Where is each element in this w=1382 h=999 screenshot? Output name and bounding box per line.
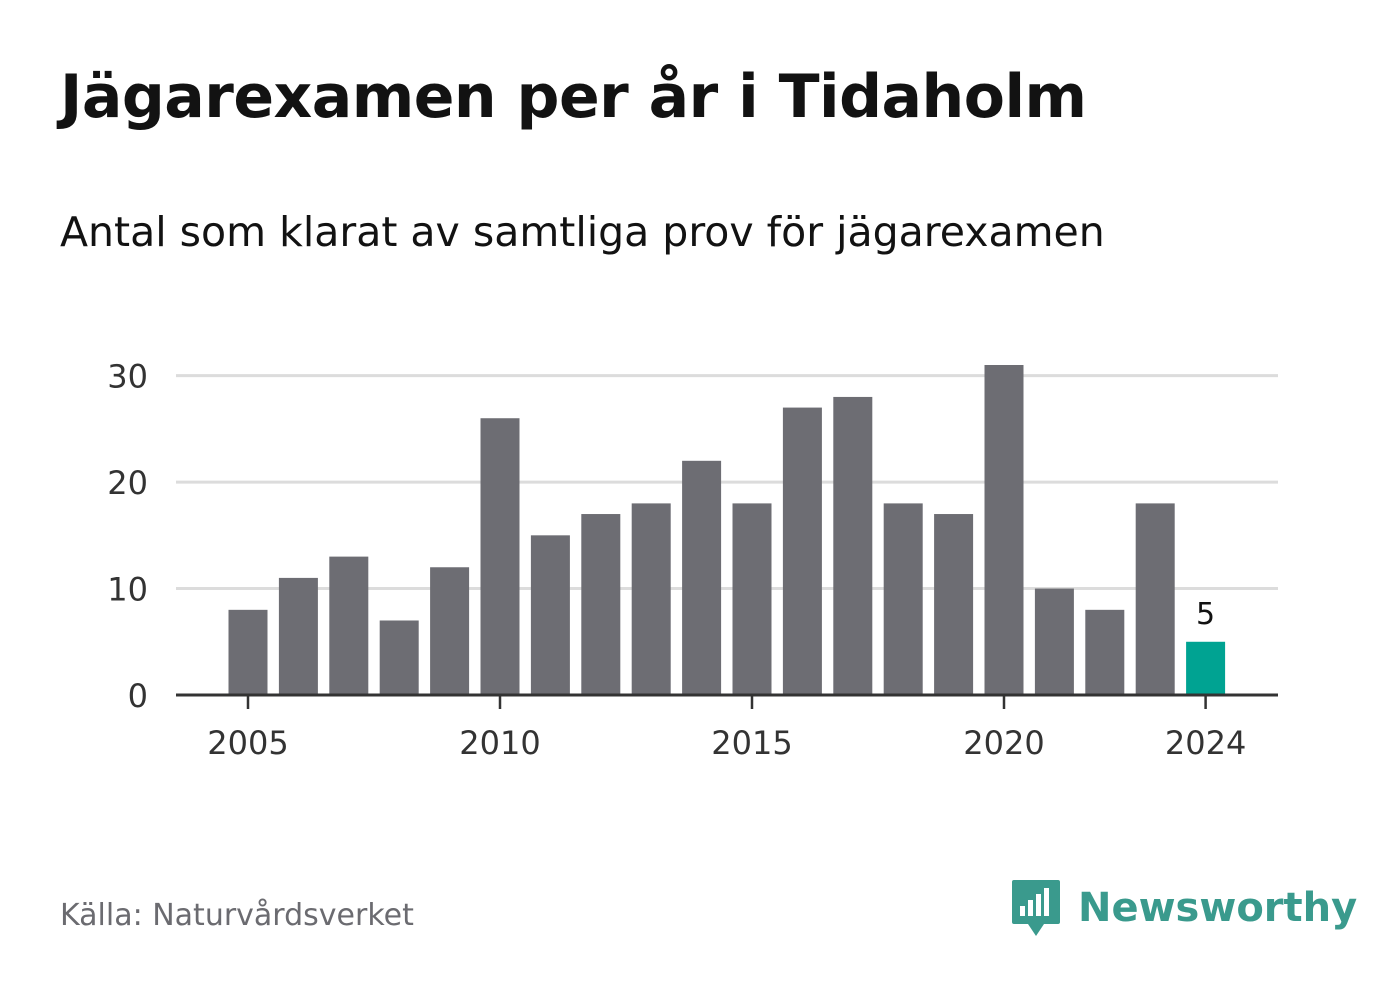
y-tick-label: 20 [107,464,148,502]
bar [1135,503,1175,695]
x-axis-labels: 2005 2010 2015 2020 2024 [207,724,1246,762]
bar [984,365,1024,695]
x-tick-label: 2010 [459,724,540,762]
x-tick-label: 2005 [207,724,288,762]
bar [1034,588,1074,695]
bar [782,407,822,695]
bar [379,620,419,695]
x-tick-label: 2020 [963,724,1044,762]
x-axis-ticks [246,695,1207,709]
bar [1186,641,1226,695]
data-labels: 5 [1196,597,1215,632]
bar [833,396,873,695]
bar [883,503,923,695]
bars [228,365,1226,695]
y-tick-label: 30 [107,358,148,396]
brand: Newsworthy [1010,878,1357,938]
data-label: 5 [1196,597,1215,632]
bar [530,535,570,695]
bar [430,567,470,695]
bar [682,460,722,695]
y-axis-labels: 0 10 20 30 [107,358,148,715]
brand-name: Newsworthy [1078,885,1358,931]
bar [228,609,268,695]
bar [1085,609,1125,695]
bar [732,503,772,695]
source-note: Källa: Naturvårdsverket [60,898,414,933]
bar [278,577,318,695]
chart-subtitle: Antal som klarat av samtliga prov för jä… [60,208,1105,256]
y-tick-label: 10 [107,571,148,609]
chart-title: Jägarexamen per år i Tidaholm [60,62,1087,132]
bar [329,556,369,695]
bar [480,418,520,695]
bar [934,514,974,695]
newsworthy-logo-icon [1012,880,1060,936]
x-tick-label: 2024 [1165,724,1246,762]
y-tick-label: 0 [128,677,148,715]
bar [631,503,671,695]
x-tick-label: 2015 [711,724,792,762]
bar [581,514,621,695]
